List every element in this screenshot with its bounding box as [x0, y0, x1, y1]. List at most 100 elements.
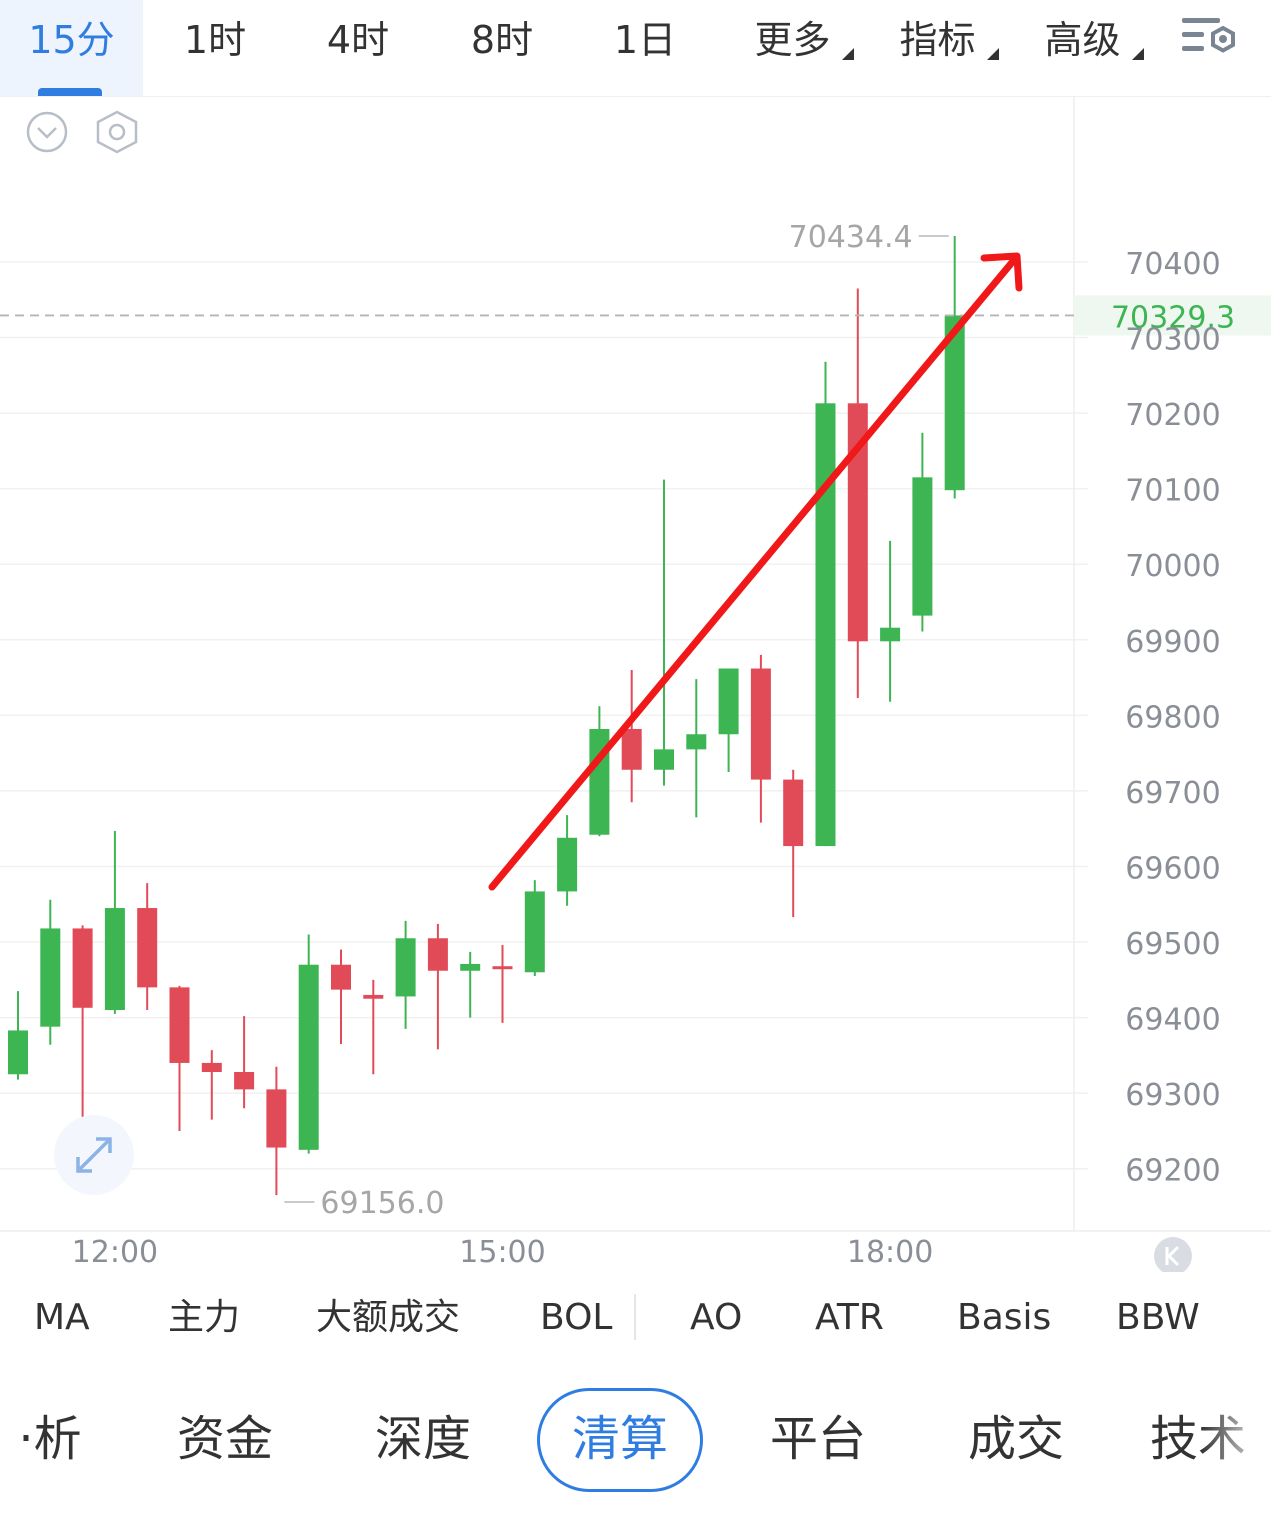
nav-label: 深度 [374, 1411, 471, 1467]
nav-label: 平台 [769, 1411, 866, 1467]
nav-fade-overlay [1201, 1364, 1271, 1480]
tab-advanced[interactable]: 高级 [1025, 0, 1140, 96]
tab-label: 1时 [183, 18, 247, 62]
candle-body [654, 749, 674, 770]
active-tab-indicator [38, 88, 102, 96]
candle-body [427, 938, 448, 971]
nav-label: 资金 [176, 1411, 273, 1467]
price-markers: 70329.3 70434.4 69156.0 [0, 220, 1271, 1221]
low-marker-label: 69156.0 [320, 1186, 444, 1221]
nav-analysis[interactable]: ·析 [10, 1364, 90, 1480]
kline-chart[interactable]: 70329.3 70434.4 69156.0 70400 70300 70200 701… [0, 96, 1271, 1275]
chart-settings-icon[interactable] [1180, 14, 1242, 64]
nav-trades[interactable]: 成交 [951, 1364, 1081, 1480]
tab-label: 8时 [470, 18, 534, 62]
nav-funds[interactable]: 资金 [160, 1364, 290, 1480]
candle-body [266, 1089, 287, 1148]
candle-body [8, 1030, 28, 1075]
indicator-basis[interactable]: Basis [957, 1272, 1051, 1364]
nav-liquidation[interactable]: 清算 [555, 1364, 685, 1480]
y-tick-label: 70400 [1125, 247, 1220, 282]
y-tick-label: 69900 [1125, 625, 1220, 660]
y-tick-label: 70000 [1125, 549, 1220, 584]
tab-label: 高级 [1044, 18, 1121, 62]
y-tick-label: 69700 [1125, 776, 1220, 811]
tab-label: 更多 [754, 18, 831, 62]
candle-body [201, 1062, 222, 1073]
tab-indicators[interactable]: 指标 [880, 0, 995, 96]
indicator-ma[interactable]: MA [34, 1272, 90, 1364]
tab-1h[interactable]: 1时 [150, 0, 280, 96]
tab-8h[interactable]: 8时 [437, 0, 567, 96]
nav-platform[interactable]: 平台 [753, 1364, 883, 1480]
candle-body [363, 994, 384, 999]
y-tick-label: 69200 [1125, 1154, 1220, 1189]
indicator-large-trades[interactable]: 大额成交 [316, 1272, 460, 1364]
x-tick-label: 15:00 [459, 1235, 545, 1270]
tab-label: 指标 [899, 18, 976, 62]
tab-label: 1日 [613, 18, 677, 62]
candle-body [395, 938, 416, 997]
candle-body [621, 728, 642, 770]
current-price-box [1074, 295, 1271, 336]
candle-body [40, 928, 61, 1027]
grid [0, 96, 1271, 1232]
nav-label: ·析 [18, 1411, 82, 1467]
candle-body [234, 1072, 255, 1090]
y-tick-label: 69500 [1125, 927, 1220, 962]
indicator-label: AO [690, 1297, 743, 1338]
candle-body [524, 891, 545, 973]
candle-body [750, 668, 771, 780]
nav-label: 成交 [967, 1411, 1064, 1467]
indicator-bbw[interactable]: BBW [1116, 1272, 1200, 1364]
candle-body [169, 987, 190, 1063]
nav-label: 清算 [571, 1411, 668, 1467]
y-tick-label: 69600 [1125, 851, 1220, 886]
candle-body [137, 908, 158, 988]
candle-body [557, 837, 578, 892]
indicator-ao[interactable]: AO [690, 1272, 742, 1364]
candle-body [847, 403, 868, 642]
expand-icon[interactable] [54, 1115, 134, 1195]
candle-body [298, 964, 319, 1150]
kline-chart-area[interactable]: 70329.3 70434.4 69156.0 70400 70300 70200 701… [0, 96, 1271, 1275]
candle-body [492, 966, 513, 970]
indicator-bol[interactable]: BOL [540, 1272, 612, 1364]
advanced-dropdown-icon [1132, 48, 1144, 60]
indicator-label: 大额成交 [316, 1297, 461, 1338]
more-dropdown-icon [842, 48, 854, 60]
scroll-latest-icon[interactable] [1154, 1237, 1192, 1275]
trend-arrow-annotation [488, 252, 1023, 891]
hexagon-settings-icon[interactable] [96, 110, 138, 154]
y-tick-label: 70100 [1125, 474, 1220, 509]
y-tick-label: 70300 [1125, 323, 1220, 358]
indicator-label: Basis [957, 1297, 1052, 1338]
candle-body [718, 668, 739, 735]
x-tick-label: 12:00 [72, 1235, 158, 1270]
indicator-label: MA [34, 1297, 90, 1338]
indicator-main-force[interactable]: 主力 [168, 1272, 240, 1364]
y-tick-label: 69800 [1125, 700, 1220, 735]
indicator-label: BOL [540, 1297, 613, 1338]
indicator-label: ATR [815, 1297, 884, 1338]
candle-body [880, 627, 901, 642]
x-axis: 12:00 15:00 18:00 [72, 1235, 934, 1270]
candle-body [104, 908, 125, 1011]
collapse-chevron-icon[interactable] [26, 111, 68, 153]
tab-more[interactable]: 更多 [735, 0, 850, 96]
nav-depth[interactable]: 深度 [358, 1364, 488, 1480]
tab-15min[interactable]: 15分 [0, 0, 143, 96]
candle-body [331, 964, 351, 990]
section-nav: ·析 资金 深度 清算 平台 成交 技术 [0, 1364, 1271, 1492]
x-tick-label: 18:00 [847, 1235, 933, 1270]
indicator-divider [634, 1294, 636, 1340]
tab-1d[interactable]: 1日 [580, 0, 710, 96]
y-tick-label: 69400 [1125, 1003, 1220, 1038]
candle-body [686, 734, 707, 750]
high-marker-label: 70434.4 [789, 220, 913, 255]
indicator-atr[interactable]: ATR [815, 1272, 884, 1364]
y-tick-label: 69300 [1125, 1078, 1220, 1113]
tab-4h[interactable]: 4时 [293, 0, 423, 96]
timeframe-tabs: 15分 1时 4时 8时 1日 更多 指标 高级 [0, 0, 1271, 97]
arrow-head [980, 252, 1023, 292]
